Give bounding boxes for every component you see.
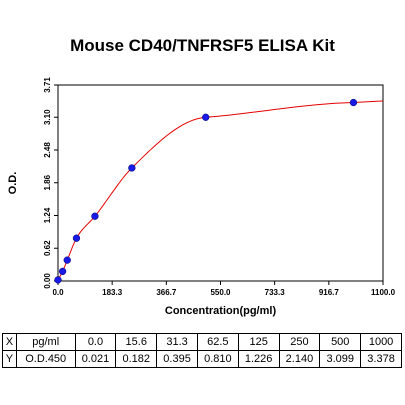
y-tick-label: 0.00 bbox=[43, 273, 52, 289]
table-cell: Y bbox=[2, 350, 17, 368]
table-row-x: X pg/ml 0.0 15.6 31.3 62.5 125 250 500 1… bbox=[2, 333, 402, 351]
table-cell: 0.395 bbox=[156, 350, 198, 368]
x-tick-label: 366.7 bbox=[156, 288, 177, 297]
y-tick-label: 2.48 bbox=[43, 142, 52, 158]
x-tick-label: 733.3 bbox=[265, 288, 286, 297]
data-point bbox=[72, 234, 81, 242]
table-cell: X bbox=[2, 333, 17, 351]
x-tick-label: 183.3 bbox=[102, 288, 123, 297]
table-cell: 3.099 bbox=[319, 350, 362, 368]
data-point bbox=[128, 164, 136, 172]
x-tick-label: 916.7 bbox=[319, 288, 340, 297]
chart-title: Mouse CD40/TNFRSF5 ELISA Kit bbox=[70, 36, 335, 55]
table-cell: 2.140 bbox=[278, 350, 321, 368]
data-table: X pg/ml 0.0 15.6 31.3 62.5 125 250 500 1… bbox=[2, 333, 402, 368]
table-cell: 0.0 bbox=[74, 333, 117, 351]
table-cell: O.D.450 bbox=[15, 350, 76, 368]
x-tick-label: 550.0 bbox=[210, 288, 231, 297]
y-tick-label: 3.10 bbox=[43, 109, 52, 125]
plot-frame bbox=[57, 84, 384, 282]
table-cell: 31.3 bbox=[156, 333, 198, 351]
table-row-y: Y O.D.450 0.021 0.182 0.395 0.810 1.226 … bbox=[2, 350, 402, 368]
data-point bbox=[58, 267, 67, 276]
table-cell: 1000 bbox=[360, 333, 402, 351]
chart: 0.00 0.62 1.24 1.86 2.48 3.10 3.71 0.0 183.3 366.… bbox=[7, 77, 396, 317]
table-cell: 0.021 bbox=[74, 350, 117, 368]
table-cell: 0.810 bbox=[196, 350, 239, 368]
x-axis-label: Concentration(pg/ml) bbox=[165, 305, 277, 317]
table-cell: 1.226 bbox=[237, 350, 280, 368]
data-point bbox=[91, 212, 99, 220]
y-tick-label: 1.86 bbox=[43, 174, 52, 190]
x-tick-label: 0.0 bbox=[52, 288, 64, 297]
table-cell: 0.182 bbox=[115, 350, 158, 368]
data-point bbox=[349, 98, 358, 107]
data-point bbox=[54, 276, 62, 284]
y-tick-label: 0.62 bbox=[43, 240, 52, 256]
y-tick-label: 1.24 bbox=[43, 207, 52, 223]
table-cell: 125 bbox=[237, 333, 280, 351]
table-cell: pg/ml bbox=[15, 333, 76, 351]
table-cell: 500 bbox=[319, 333, 362, 351]
table-cell: 15.6 bbox=[115, 333, 158, 351]
table-cell: 3.378 bbox=[360, 350, 402, 368]
y-axis-label: O.D. bbox=[7, 172, 19, 195]
table-cell: 250 bbox=[278, 333, 321, 351]
y-tick-label: 3.71 bbox=[43, 77, 52, 93]
fit-curve bbox=[57, 100, 384, 281]
table-cell: 62.5 bbox=[196, 333, 239, 351]
data-point bbox=[63, 256, 71, 264]
x-tick-label: 1100.0 bbox=[371, 288, 396, 297]
data-point bbox=[202, 113, 210, 121]
